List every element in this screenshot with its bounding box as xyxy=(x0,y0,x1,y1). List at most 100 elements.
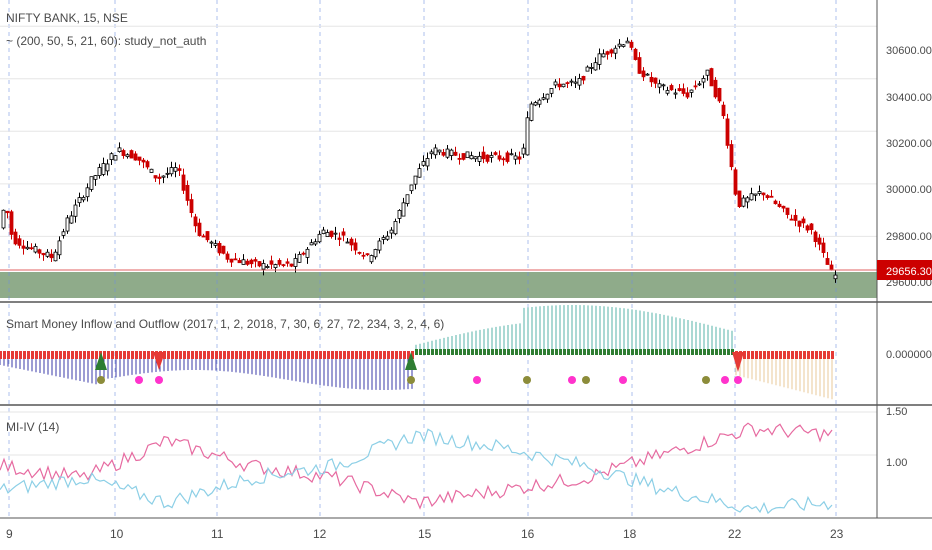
signal-dot xyxy=(97,376,105,384)
candle-body xyxy=(401,202,406,217)
candle-body xyxy=(297,254,302,263)
candle-body xyxy=(453,151,458,156)
outflow-block xyxy=(51,351,54,359)
candle-body xyxy=(625,40,630,44)
outflow-block xyxy=(799,351,802,359)
outflow-block xyxy=(319,351,322,359)
candle-body xyxy=(341,231,346,236)
outflow-block xyxy=(19,351,22,359)
outflow-block xyxy=(207,351,210,359)
outflow-block xyxy=(767,351,770,359)
candle-body xyxy=(465,151,470,159)
candle-body xyxy=(833,274,838,280)
symbol-title: NIFTY BANK, 15, NSE xyxy=(6,11,128,25)
candle-body xyxy=(41,253,46,256)
candle-body xyxy=(529,103,534,121)
outflow-block xyxy=(771,351,774,359)
inflow-block xyxy=(591,349,594,355)
signal-dot xyxy=(721,376,729,384)
grid-lines xyxy=(0,0,877,518)
signal-dot xyxy=(523,376,531,384)
candle-body xyxy=(473,156,478,160)
candle-body xyxy=(521,147,526,155)
signal-dot xyxy=(568,376,576,384)
inflow-block xyxy=(723,349,726,355)
outflow-block xyxy=(67,351,70,359)
inflow-block xyxy=(563,349,566,355)
candle-body xyxy=(117,147,122,153)
candle-body xyxy=(325,232,330,238)
smart-money-title: Smart Money Inflow and Outflow (2017, 1,… xyxy=(6,317,444,331)
outflow-block xyxy=(255,351,258,359)
inflow-block xyxy=(535,349,538,355)
outflow-block xyxy=(3,351,6,359)
outflow-block xyxy=(91,351,94,359)
candle-body xyxy=(285,261,290,264)
candle-body xyxy=(5,210,10,214)
inflow-block xyxy=(555,349,558,355)
outflow-block xyxy=(247,351,250,359)
outflow-block xyxy=(55,351,58,359)
candle-body xyxy=(333,232,338,235)
outflow-block xyxy=(779,351,782,359)
candle-body xyxy=(105,163,110,172)
outflow-block xyxy=(407,351,410,359)
outflow-block xyxy=(111,351,114,359)
inflow-block xyxy=(547,349,550,355)
outflow-block xyxy=(359,351,362,359)
candle-body xyxy=(129,150,134,159)
inflow-block xyxy=(663,349,666,355)
candle-body xyxy=(793,214,798,221)
inflow-block xyxy=(575,349,578,355)
candle-body xyxy=(237,260,242,264)
candle-body xyxy=(317,233,322,243)
price-tick-label: 30400.00 xyxy=(886,92,932,104)
inflow-block xyxy=(579,349,582,355)
candle-body xyxy=(125,154,130,158)
candle-body xyxy=(537,99,542,105)
inflow-block xyxy=(683,349,686,355)
inflow-block xyxy=(687,349,690,355)
candle-body xyxy=(817,237,822,245)
inflow-block xyxy=(587,349,590,355)
outflow-block xyxy=(791,351,794,359)
candle-body xyxy=(393,221,398,235)
candle-body xyxy=(57,240,62,256)
signal-dot xyxy=(702,376,710,384)
signal-dot xyxy=(407,376,415,384)
inflow-block xyxy=(619,349,622,355)
candle-body xyxy=(677,88,682,91)
outflow-block xyxy=(347,351,350,359)
candle-body xyxy=(525,117,530,156)
outflow-block xyxy=(807,351,810,359)
outflow-block xyxy=(183,351,186,359)
candle-body xyxy=(497,155,502,160)
mi-iv-tick-label: 1.50 xyxy=(886,406,907,418)
outflow-block xyxy=(39,351,42,359)
candle-body xyxy=(201,235,206,238)
candle-body xyxy=(329,230,334,238)
candle-body xyxy=(597,53,602,65)
inflow-block xyxy=(647,349,650,355)
outflow-block xyxy=(239,351,242,359)
candle-body xyxy=(725,118,730,146)
outflow-block xyxy=(123,351,126,359)
candle-body xyxy=(225,253,230,260)
candle-body xyxy=(601,53,606,58)
candle-body xyxy=(657,83,662,88)
signal-dot xyxy=(155,376,163,384)
outflow-block xyxy=(211,351,214,359)
inflow-block xyxy=(423,349,426,355)
inflow-block xyxy=(703,349,706,355)
inflow-block xyxy=(559,349,562,355)
candle-body xyxy=(397,210,402,219)
candle-body xyxy=(161,175,166,178)
outflow-block xyxy=(203,351,206,359)
mi-iv-blue-line xyxy=(0,428,833,515)
last-price-label: 29656.30 xyxy=(886,266,932,278)
candle-body xyxy=(805,225,810,231)
candle-body xyxy=(301,252,306,255)
inflow-block xyxy=(499,349,502,355)
inflow-block xyxy=(695,349,698,355)
